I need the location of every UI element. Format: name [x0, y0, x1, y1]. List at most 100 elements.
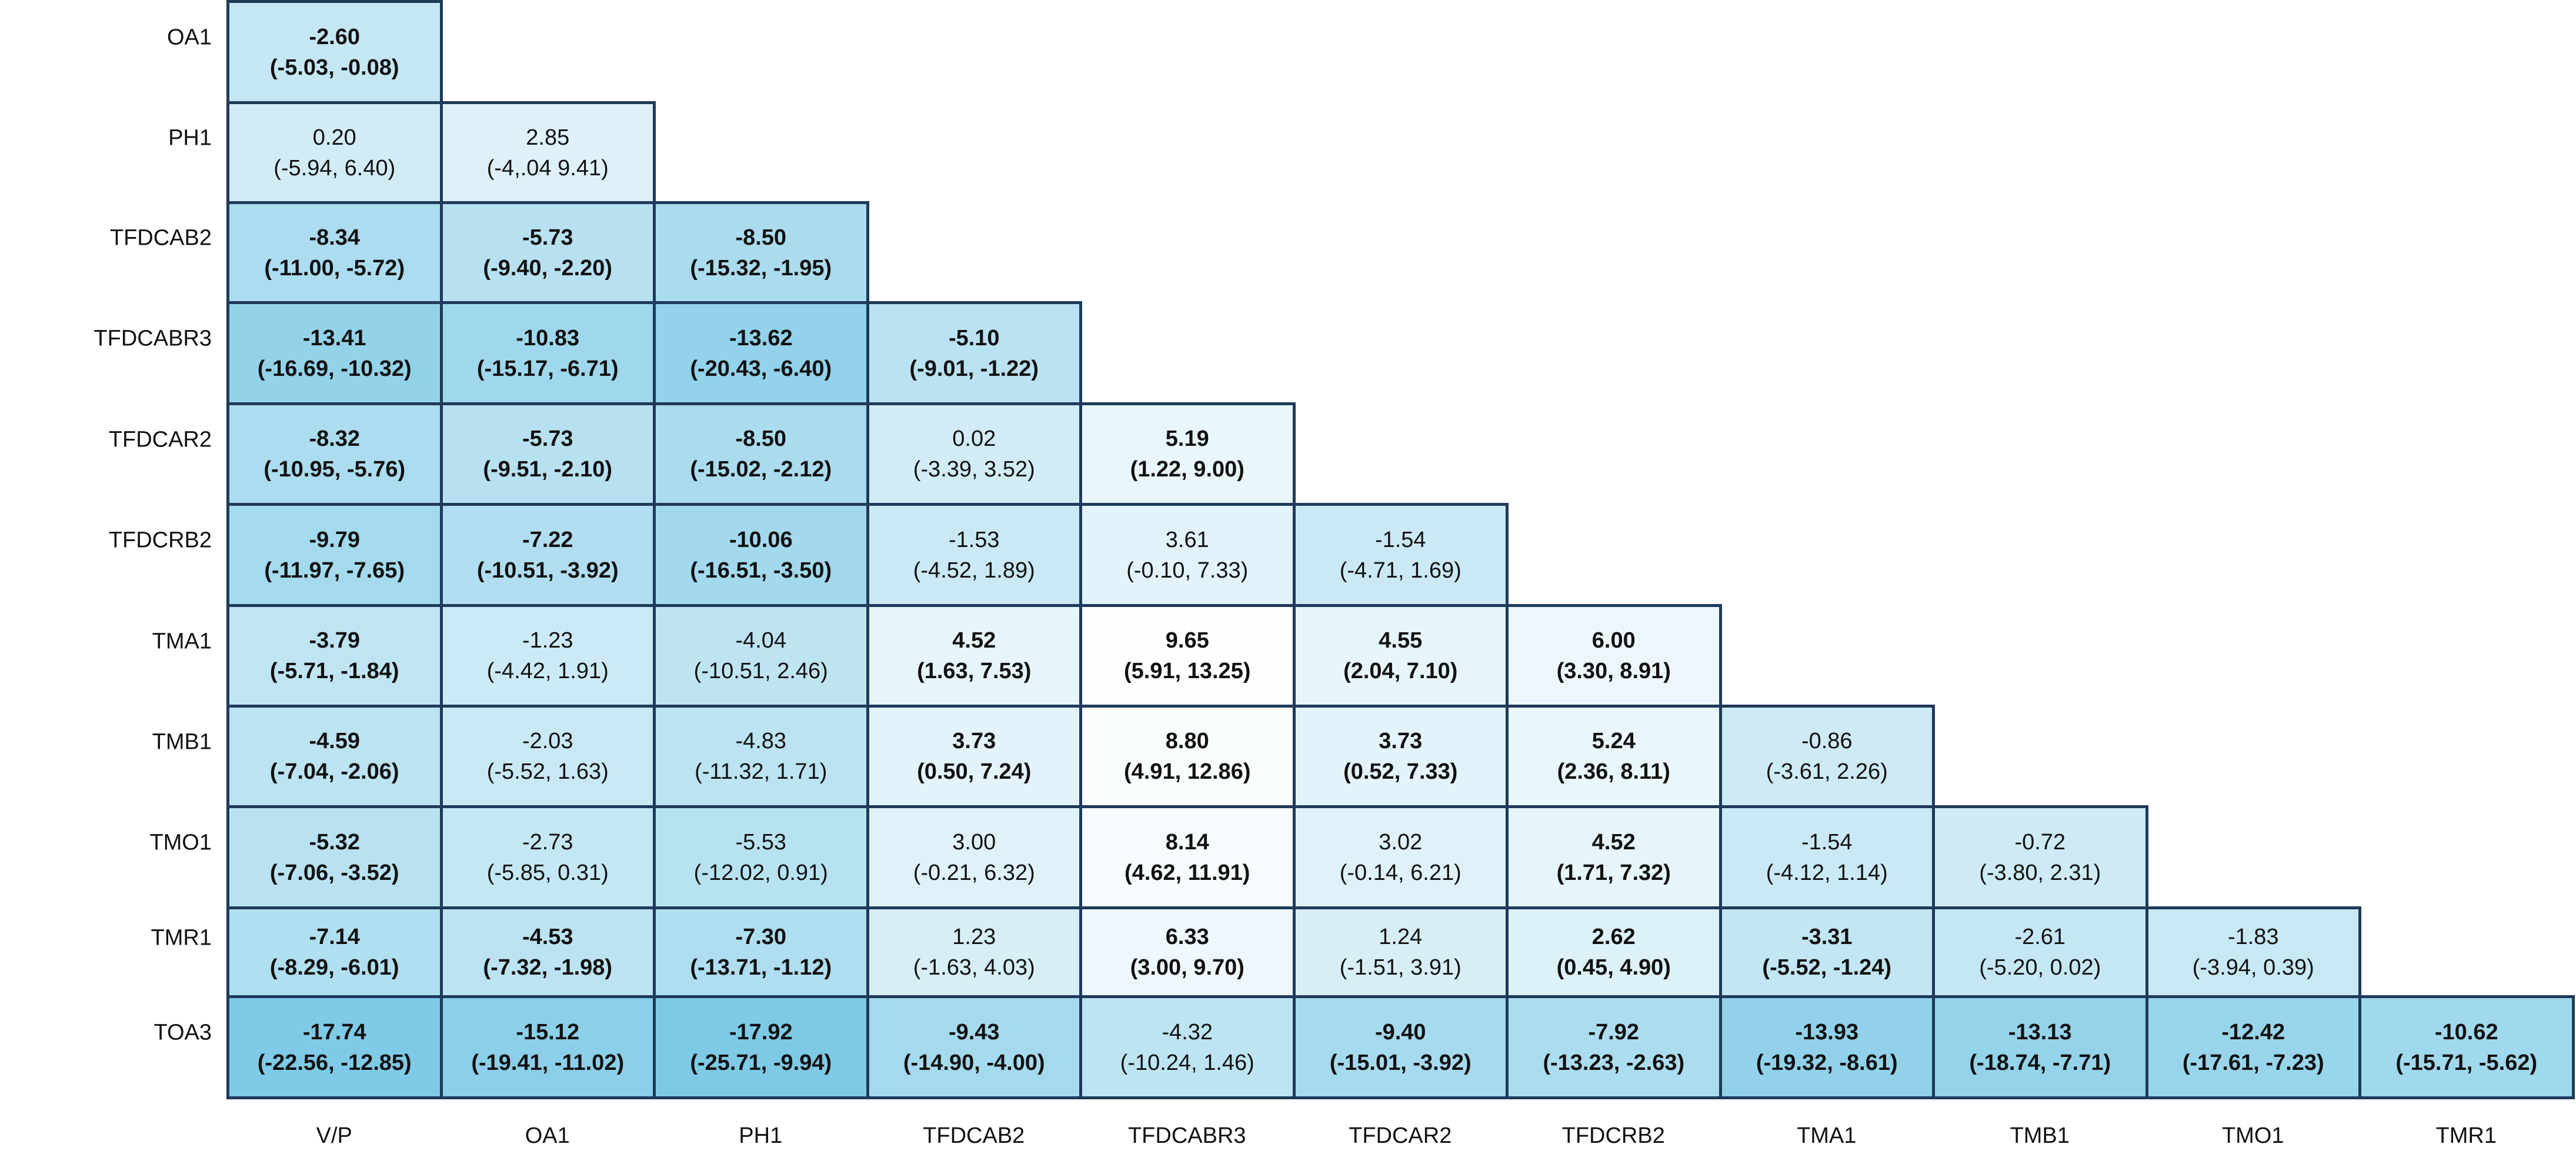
cell-value: -1.53 [948, 527, 1000, 552]
column-label: TFDCAB2 [923, 1123, 1025, 1148]
cell-value: 0.20 [312, 125, 356, 150]
cell-value: 6.00 [1591, 628, 1636, 653]
cell-value: 9.65 [1165, 628, 1209, 653]
cell-interval: (-15.17, -6.71) [476, 356, 619, 381]
cell-value: -1.83 [2227, 925, 2279, 949]
table-cell: 0.02 (-3.39, 3.52) [866, 402, 1082, 506]
cell-interval: (-15.02, -2.12) [690, 457, 832, 482]
table-cell: -9.40 (-15.01, -3.92) [1292, 995, 1509, 1099]
column-label: TMO1 [2221, 1123, 2284, 1148]
cell-value: -4.32 [1162, 1019, 1213, 1045]
cell-value: 3.73 [952, 729, 996, 753]
cell-value: -15.12 [516, 1019, 580, 1045]
table-cell: -8.50 (-15.32, -1.95) [653, 201, 869, 304]
cell-value: 8.14 [1165, 829, 1209, 855]
cell-interval: (4.62, 11.91) [1125, 860, 1250, 885]
cell-interval: (-1.63, 4.03) [913, 955, 1035, 980]
table-cell: 3.73 (0.50, 7.24) [866, 705, 1082, 808]
cell-interval: (0.50, 7.24) [917, 759, 1032, 784]
cell-interval: (0.52, 7.33) [1343, 759, 1458, 784]
cell-value: -4.83 [735, 729, 787, 753]
row-label: TFDCABR3 [94, 326, 212, 351]
cell-value: -13.13 [2008, 1019, 2072, 1045]
cell-value: -9.40 [1374, 1019, 1426, 1045]
table-cell: -7.14 (-8.29, -6.01) [226, 906, 443, 998]
cell-interval: (-19.32, -8.61) [1756, 1050, 1898, 1075]
cell-value: -1.23 [522, 628, 573, 653]
cell-interval: (-16.69, -10.32) [257, 356, 412, 381]
cell-value: -5.10 [948, 325, 1000, 351]
cell-value: 2.85 [526, 125, 570, 150]
table-cell: -5.10 (-9.01, -1.22) [866, 301, 1082, 405]
cell-interval: (-5.52, -1.24) [1762, 955, 1892, 980]
cell-interval: (-9.40, -2.20) [483, 255, 613, 281]
table-cell: -10.06 (-16.51, -3.50) [653, 503, 869, 607]
table-cell: 8.14 (4.62, 11.91) [1079, 805, 1296, 909]
table-cell: 8.80 (4.91, 12.86) [1079, 705, 1296, 808]
cell-value: -9.79 [309, 527, 361, 552]
cell-interval: (-16.51, -3.50) [690, 558, 832, 583]
cell-value: 8.80 [1165, 729, 1209, 753]
cell-value: -7.92 [1588, 1019, 1640, 1045]
cell-interval: (-25.71, -9.94) [690, 1050, 832, 1075]
cell-value: 6.33 [1165, 925, 1209, 949]
table-cell: 6.00 (3.30, 8.91) [1506, 604, 1722, 708]
cell-value: -13.62 [729, 325, 793, 351]
row-label: TFDCAR2 [108, 427, 212, 452]
row-label: TMO1 [149, 830, 212, 855]
table-cell: -3.79 (-5.71, -1.84) [226, 604, 443, 708]
table-cell: 4.52 (1.63, 7.53) [866, 604, 1082, 708]
cell-interval: (-10.24, 1.46) [1120, 1050, 1254, 1075]
table-cell: -1.23 (-4.42, 1.91) [439, 604, 656, 708]
table-cell: -13.93 (-19.32, -8.61) [1719, 995, 1935, 1099]
table-cell: -5.73 (-9.40, -2.20) [439, 201, 656, 304]
cell-value: 3.02 [1379, 829, 1423, 855]
cell-value: -13.41 [302, 325, 366, 351]
cell-value: -3.31 [1801, 925, 1853, 949]
column-label: TMA1 [1797, 1123, 1857, 1148]
cell-value: 5.24 [1591, 729, 1636, 753]
table-cell: 9.65 (5.91, 13.25) [1079, 604, 1296, 708]
table-cell: -12.42 (-17.61, -7.23) [2145, 995, 2361, 1099]
cell-interval: (-3.39, 3.52) [913, 457, 1035, 482]
cell-interval: (-18.74, -7.71) [1969, 1050, 2111, 1075]
cell-interval: (-9.51, -2.10) [483, 457, 613, 482]
cell-value: -8.50 [735, 225, 787, 250]
cell-interval: (-20.43, -6.40) [690, 356, 832, 381]
column-label: PH1 [739, 1123, 783, 1148]
cell-interval: (-8.29, -6.01) [269, 955, 399, 980]
table-cell: 5.24 (2.36, 8.11) [1506, 705, 1722, 808]
cell-value: 3.00 [952, 829, 996, 855]
cell-interval: (3.30, 8.91) [1556, 659, 1671, 683]
column-label: TMR1 [2435, 1123, 2497, 1148]
cell-interval: (-12.02, 0.91) [693, 860, 828, 885]
cell-interval: (-10.51, -3.92) [476, 558, 619, 583]
cell-value: -13.93 [1795, 1019, 1859, 1045]
table-cell: -2.73 (-5.85, 0.31) [439, 805, 656, 909]
cell-value: -8.50 [735, 426, 787, 451]
table-cell: -2.61 (-5.20, 0.02) [1932, 906, 2148, 998]
cell-value: -1.54 [1801, 829, 1853, 855]
cell-value: -2.60 [309, 24, 361, 49]
table-cell: 6.33 (3.00, 9.70) [1079, 906, 1296, 998]
cell-interval: (-13.71, -1.12) [690, 955, 832, 980]
table-cell: -1.53 (-4.52, 1.89) [866, 503, 1082, 607]
cell-value: -17.74 [302, 1019, 366, 1045]
table-cell: 2.85 (-4,.04 9.41) [439, 101, 656, 204]
cell-value: 5.19 [1165, 426, 1209, 451]
cell-interval: (-3.61, 2.26) [1766, 759, 1888, 784]
cell-value: 1.23 [952, 925, 996, 949]
cell-interval: (5.91, 13.25) [1124, 659, 1251, 683]
cell-value: 4.52 [1591, 829, 1636, 855]
cell-interval: (-4.42, 1.91) [486, 659, 609, 683]
table-cell: -2.03 (-5.52, 1.63) [439, 705, 656, 808]
cell-value: -2.73 [522, 829, 573, 855]
cell-interval: (3.00, 9.70) [1130, 955, 1244, 980]
cell-interval: (-5.85, 0.31) [486, 860, 609, 885]
cell-value: -3.79 [309, 628, 361, 653]
cell-interval: (-5.03, -0.08) [269, 55, 399, 80]
cell-interval: (-11.00, -5.72) [264, 255, 405, 281]
row-label: TOA3 [154, 1020, 212, 1045]
cell-interval: (2.36, 8.11) [1557, 759, 1670, 784]
table-cell: -4.32 (-10.24, 1.46) [1079, 995, 1296, 1099]
